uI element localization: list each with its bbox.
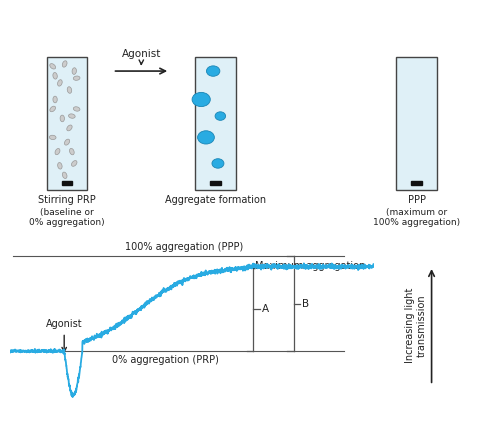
Text: Stirring PRP: Stirring PRP xyxy=(38,195,96,205)
Ellipse shape xyxy=(62,61,67,67)
Ellipse shape xyxy=(55,148,60,155)
Bar xyxy=(62,181,72,185)
Ellipse shape xyxy=(53,96,57,103)
Ellipse shape xyxy=(68,114,75,118)
Ellipse shape xyxy=(57,80,62,86)
Text: 0% aggregation (PRP): 0% aggregation (PRP) xyxy=(112,355,218,365)
Ellipse shape xyxy=(60,115,65,122)
Bar xyxy=(210,181,221,185)
Text: A: A xyxy=(262,304,269,314)
FancyBboxPatch shape xyxy=(195,57,236,190)
Ellipse shape xyxy=(198,131,215,144)
Text: Agonist: Agonist xyxy=(46,319,82,329)
Ellipse shape xyxy=(50,63,56,69)
Ellipse shape xyxy=(50,106,56,112)
Text: B: B xyxy=(302,299,309,309)
Ellipse shape xyxy=(57,162,62,169)
FancyBboxPatch shape xyxy=(46,57,87,190)
Ellipse shape xyxy=(72,68,77,74)
Ellipse shape xyxy=(71,161,77,166)
Text: Maximum aggregation: Maximum aggregation xyxy=(250,261,365,272)
Ellipse shape xyxy=(206,66,220,76)
Ellipse shape xyxy=(49,135,56,140)
Ellipse shape xyxy=(73,107,80,111)
Text: PPP: PPP xyxy=(408,195,426,205)
Text: (baseline or: (baseline or xyxy=(40,208,94,217)
Text: Aggregate formation: Aggregate formation xyxy=(165,195,266,205)
Ellipse shape xyxy=(212,159,224,168)
Ellipse shape xyxy=(62,172,67,179)
Ellipse shape xyxy=(53,72,57,79)
Ellipse shape xyxy=(73,76,80,80)
Text: Agonist: Agonist xyxy=(122,49,161,59)
Text: 100% aggregation): 100% aggregation) xyxy=(373,218,460,227)
Ellipse shape xyxy=(215,112,226,120)
Ellipse shape xyxy=(65,139,69,145)
Ellipse shape xyxy=(67,125,72,131)
Ellipse shape xyxy=(192,92,210,107)
Text: 100% aggregation (PPP): 100% aggregation (PPP) xyxy=(125,242,243,252)
Text: 0% aggregation): 0% aggregation) xyxy=(29,218,105,227)
Ellipse shape xyxy=(67,87,72,93)
Ellipse shape xyxy=(69,148,74,155)
Bar xyxy=(411,181,422,185)
Text: (maximum or: (maximum or xyxy=(386,208,447,217)
Text: Increasing light
transmission: Increasing light transmission xyxy=(405,288,427,363)
FancyBboxPatch shape xyxy=(396,57,437,190)
